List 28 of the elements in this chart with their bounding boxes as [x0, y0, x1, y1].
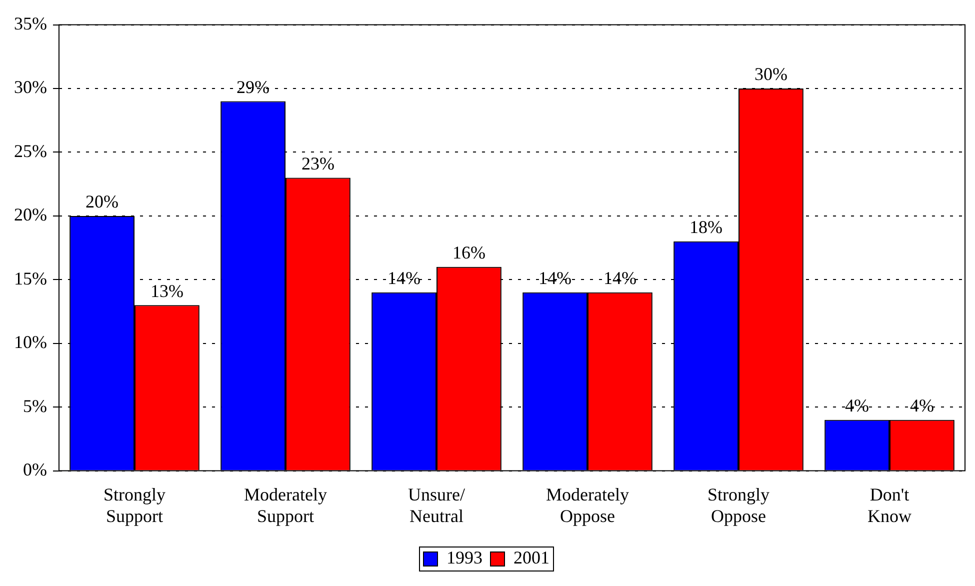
- y-tick-label: 15%: [14, 268, 47, 288]
- data-label: 14%: [538, 268, 572, 288]
- data-label: 23%: [301, 153, 334, 174]
- y-tick-label: 30%: [14, 77, 47, 98]
- legend-label: 1993: [446, 548, 482, 568]
- data-label: 14%: [388, 268, 421, 288]
- y-tick-label: 25%: [14, 140, 47, 161]
- data-label: 30%: [754, 64, 788, 84]
- x-tick-label: Strongly Oppose: [707, 484, 770, 526]
- y-tick-label: 20%: [14, 204, 47, 225]
- x-tick-label: Don't Know: [868, 484, 912, 526]
- data-label: 14%: [603, 268, 636, 288]
- y-tick-label: 5%: [22, 396, 47, 416]
- y-tick-label: 10%: [14, 332, 47, 352]
- data-label: 29%: [236, 76, 270, 97]
- y-tick-label: 0%: [22, 460, 47, 480]
- x-tick-label: Unsure/ Neutral: [408, 484, 465, 526]
- x-tick-label: Moderately Oppose: [546, 484, 629, 526]
- data-label: 4%: [845, 396, 870, 416]
- data-label: 4%: [910, 396, 934, 416]
- y-tick-label: 35%: [14, 14, 47, 34]
- x-tick-label: Strongly Support: [103, 484, 166, 526]
- data-label: 20%: [86, 192, 119, 212]
- data-label: 13%: [150, 280, 184, 301]
- data-label: 18%: [690, 217, 723, 238]
- legend-label: 2001: [514, 548, 550, 568]
- data-label: 16%: [452, 242, 486, 263]
- x-tick-label: Moderately Support: [244, 484, 327, 526]
